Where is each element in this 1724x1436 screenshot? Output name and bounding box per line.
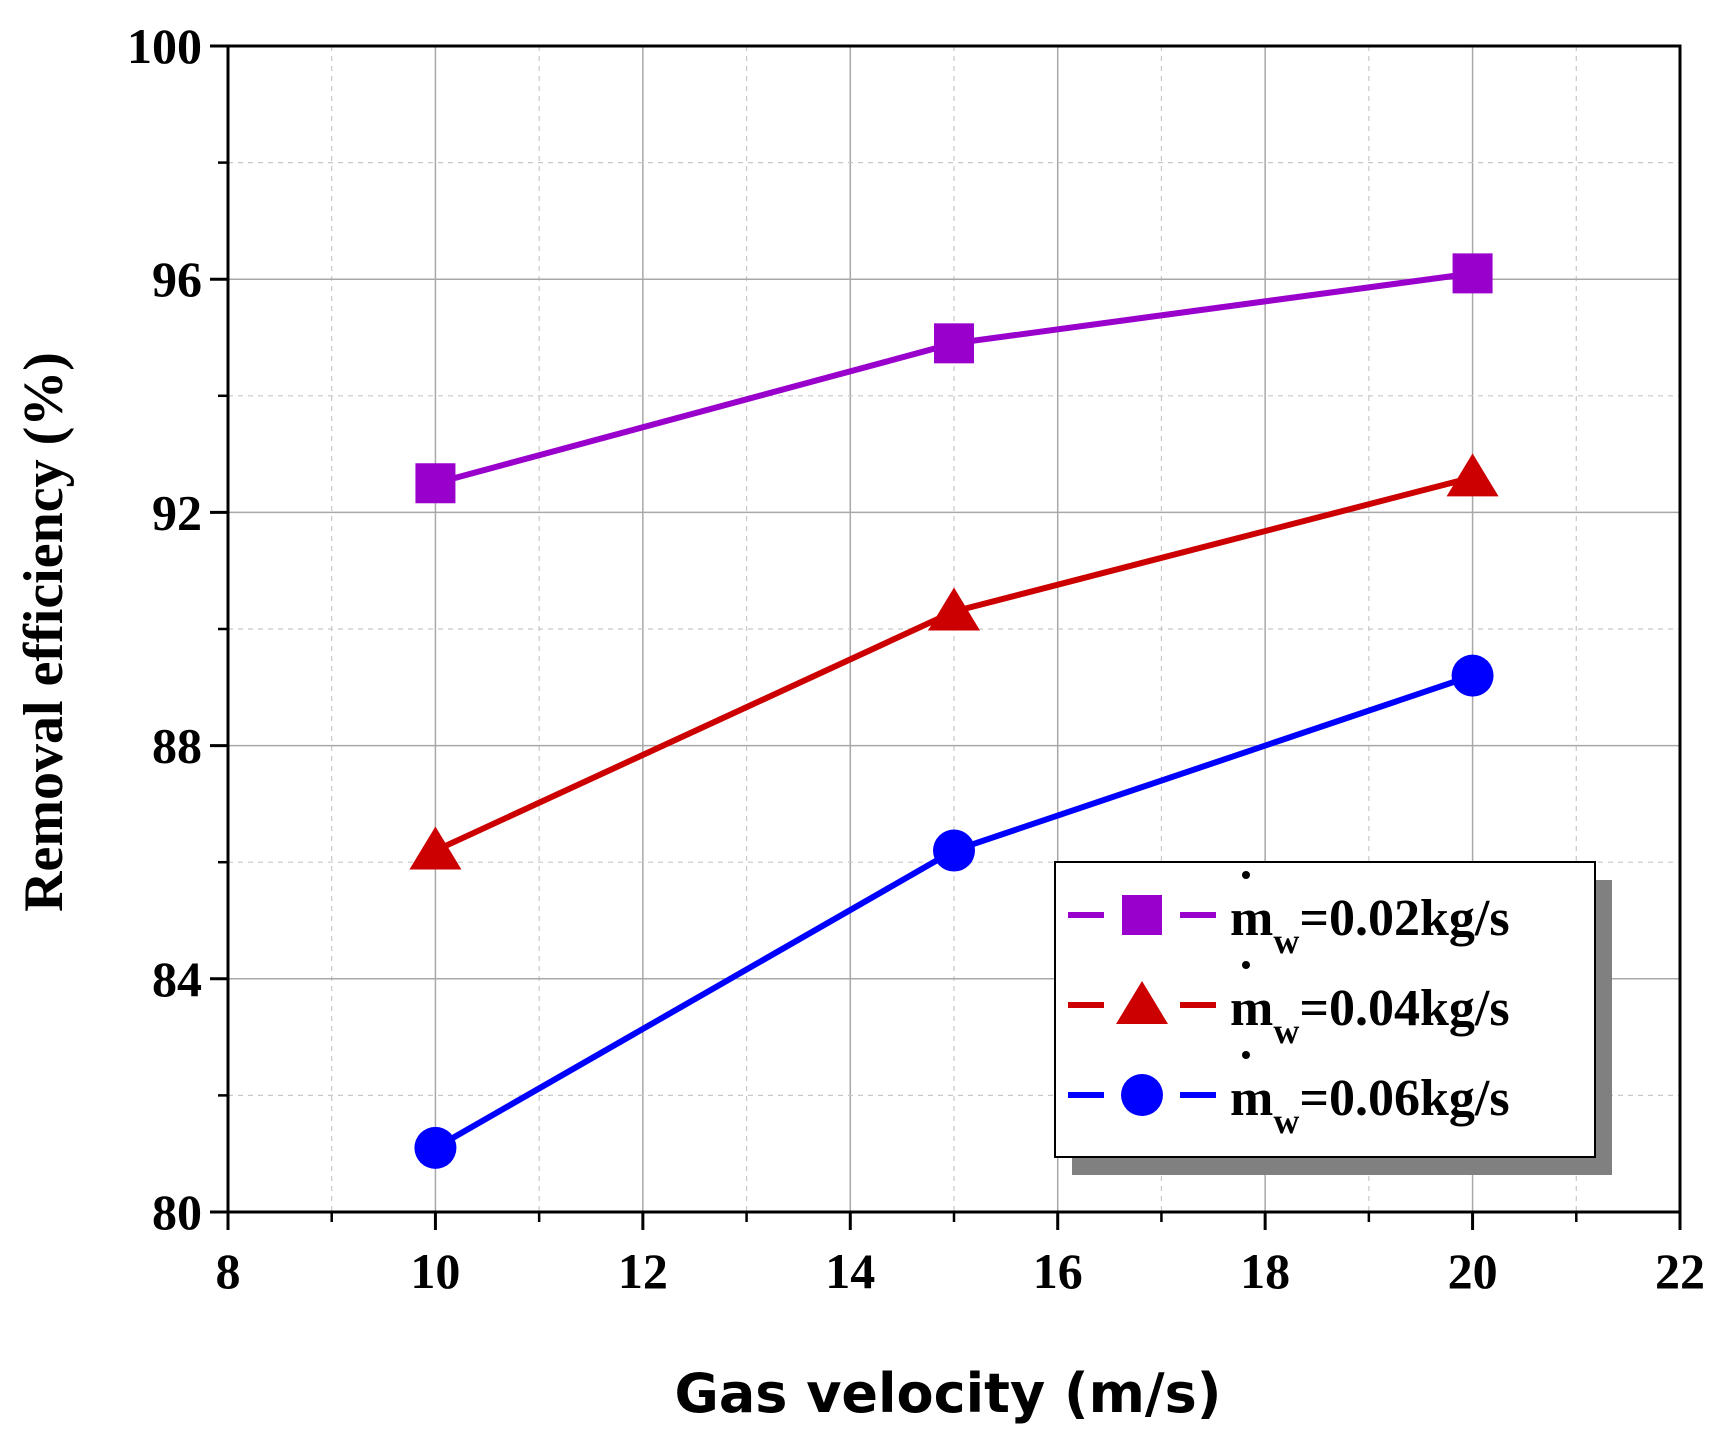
series-2 (409, 453, 1499, 870)
legend-symbol: m (1230, 980, 1273, 1037)
legend-marker (1116, 981, 1168, 1024)
y-tick-label: 84 (152, 951, 202, 1007)
legend-value: =0.06kg/s (1299, 1070, 1509, 1127)
x-tick-label: 20 (1448, 1243, 1498, 1299)
data-point (1451, 654, 1494, 697)
data-point (409, 826, 462, 870)
series-1 (415, 253, 1493, 504)
legend-marker (1122, 895, 1162, 935)
legend-entry: mw=0.04kg/s (1068, 961, 1510, 1051)
legend-marker (1121, 1074, 1163, 1116)
legend-dot-accent (1242, 1051, 1250, 1059)
legend-label: mw=0.04kg/s (1230, 980, 1510, 1051)
data-point (415, 463, 456, 504)
x-tick-label: 8 (216, 1243, 241, 1299)
data-point (414, 1126, 457, 1169)
y-tick-label: 88 (152, 718, 202, 774)
y-tick-label: 96 (152, 251, 202, 307)
legend-dot-accent (1242, 961, 1250, 969)
legend-subscript: w (1273, 1101, 1299, 1141)
legend-value: =0.04kg/s (1299, 980, 1509, 1037)
data-point (928, 587, 980, 631)
legend-label: mw=0.06kg/s (1230, 1070, 1510, 1141)
data-point (1452, 253, 1493, 294)
legend: mw=0.02kg/smw=0.04kg/smw=0.06kg/s (1054, 861, 1612, 1175)
series-3 (414, 654, 1494, 1169)
legend-entry: mw=0.06kg/s (1068, 1051, 1510, 1141)
legend-dot-accent (1242, 871, 1250, 879)
legend-subscript: w (1273, 1011, 1299, 1051)
x-tick-label: 14 (825, 1243, 875, 1299)
legend-symbol: m (1230, 890, 1273, 947)
x-tick-label: 12 (618, 1243, 668, 1299)
legend-label: mw=0.02kg/s (1230, 890, 1510, 961)
data-point (1446, 453, 1499, 497)
x-tick-label: 22 (1655, 1243, 1705, 1299)
legend-entry: mw=0.02kg/s (1068, 871, 1510, 961)
y-tick-label: 80 (152, 1184, 202, 1240)
series-layer (409, 253, 1499, 1169)
legend-subscript: w (1273, 921, 1299, 961)
legend-symbol: m (1230, 1070, 1273, 1127)
x-axis-label: Gas velocity (m/s) (675, 1362, 1222, 1425)
x-tick-label: 16 (1033, 1243, 1083, 1299)
axes: 8 10 12 14 16 18 20 22 80 84 88 92 96 100 (127, 18, 1705, 1299)
x-tick-label: 10 (410, 1243, 460, 1299)
legend-items: mw=0.02kg/smw=0.04kg/smw=0.06kg/s (1068, 871, 1510, 1141)
series-line (434, 474, 1474, 854)
y-tick-label: 100 (127, 18, 202, 74)
y-tick-label: 92 (152, 484, 202, 540)
y-axis-label: Removal efficiency (%) (13, 352, 75, 912)
data-point (933, 829, 975, 872)
data-point (934, 323, 974, 364)
legend-value: =0.02kg/s (1299, 890, 1509, 947)
x-tick-label: 18 (1240, 1243, 1290, 1299)
